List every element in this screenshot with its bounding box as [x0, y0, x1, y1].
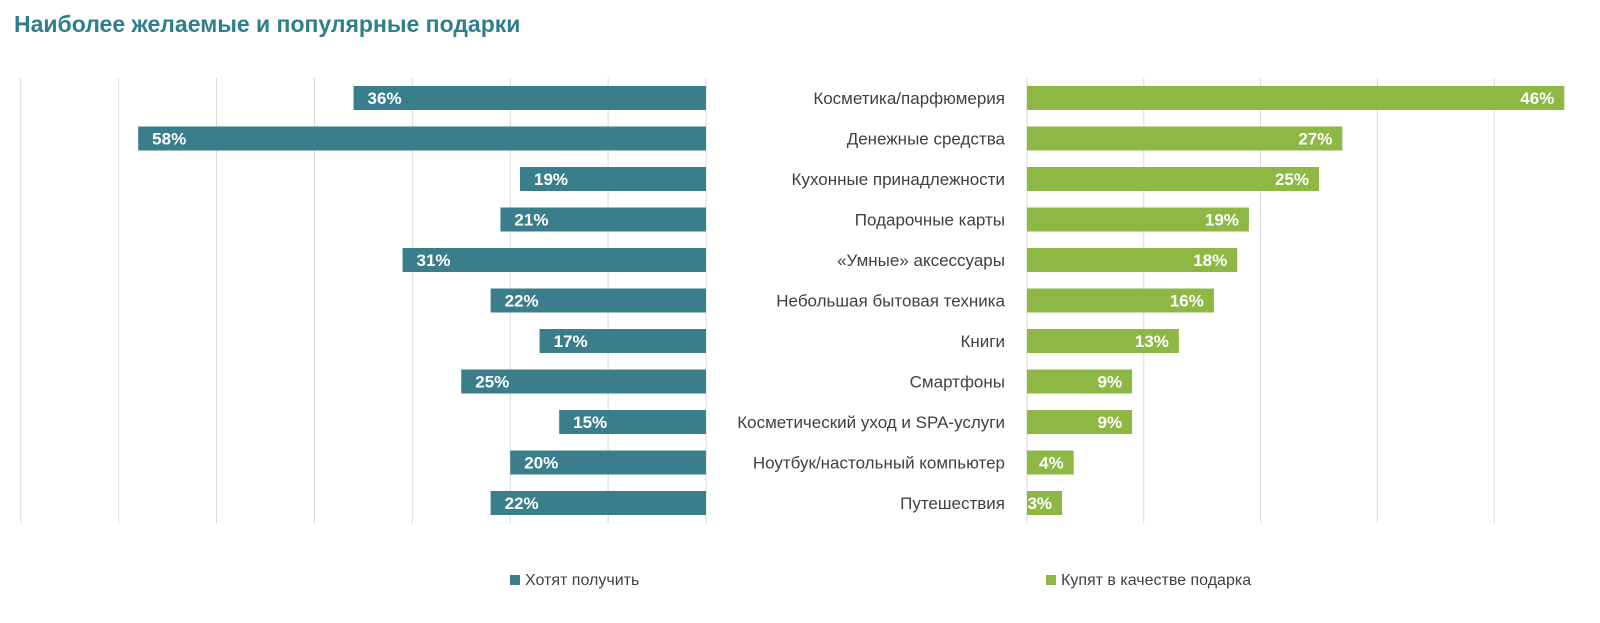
data-label-buy: 9% — [1098, 413, 1123, 432]
bar-want — [490, 491, 706, 515]
bar-buy — [1027, 369, 1133, 394]
category-label: Ноутбук/настольный компьютер — [753, 454, 1005, 473]
data-label-want: 21% — [514, 211, 548, 230]
bar-want — [353, 86, 706, 110]
data-label-buy: 18% — [1193, 251, 1227, 270]
bar-want — [402, 248, 706, 272]
category-label: Небольшая бытовая техника — [776, 292, 1005, 311]
data-label-want: 25% — [475, 373, 509, 392]
chart-title: Наиболее желаемые и популярные подарки — [14, 11, 520, 37]
data-label-want: 31% — [417, 251, 451, 270]
category-label: Путешествия — [900, 494, 1005, 513]
bars: 36% 46% 58% 27% 19% 25% 21% 19% 31% 18% 22% 16% 17% 1… — [138, 86, 1565, 515]
legend-label-buy: Купят в качестве подарка — [1061, 572, 1251, 589]
legend: Хотят получить Купят в качестве подарка — [510, 572, 1251, 589]
data-label-want: 22% — [505, 494, 539, 513]
category-label: Косметика/парфюмерия — [813, 89, 1005, 108]
data-label-want: 17% — [554, 332, 588, 351]
category-label: «Умные» аксессуары — [837, 251, 1005, 270]
category-label: Кухонные принадлежности — [792, 170, 1005, 189]
bar-want — [490, 288, 706, 313]
bar-want — [461, 369, 706, 394]
data-label-buy: 46% — [1520, 89, 1554, 108]
legend-label-want: Хотят получить — [525, 572, 639, 589]
data-label-want: 20% — [524, 454, 558, 473]
bar-want — [539, 329, 706, 353]
bar-buy — [1027, 86, 1565, 110]
data-label-buy: 9% — [1098, 373, 1123, 392]
bar-want — [510, 450, 706, 475]
bar-buy — [1027, 450, 1074, 475]
bar-want — [559, 410, 706, 434]
bar-buy — [1027, 410, 1133, 434]
data-label-want: 58% — [152, 130, 186, 149]
data-label-want: 15% — [573, 413, 607, 432]
data-label-want: 22% — [505, 292, 539, 311]
bar-want — [519, 167, 706, 191]
data-label-buy: 4% — [1039, 454, 1064, 473]
bar-buy — [1027, 126, 1343, 151]
category-label: Косметический уход и SPA-услуги — [737, 413, 1005, 432]
category-labels: Косметика/парфюмерия Денежные средства Кух… — [737, 89, 1005, 513]
data-label-want: 36% — [368, 89, 402, 108]
category-label: Подарочные карты — [855, 211, 1005, 230]
category-label: Смартфоны — [910, 373, 1005, 392]
data-label-buy: 16% — [1170, 292, 1204, 311]
bar-buy — [1027, 207, 1249, 232]
bar-buy — [1027, 329, 1179, 353]
data-label-want: 19% — [534, 170, 568, 189]
category-label: Книги — [961, 332, 1005, 351]
bar-buy — [1027, 288, 1214, 313]
legend-swatch-buy — [1046, 575, 1056, 585]
bar-buy — [1027, 248, 1238, 272]
bar-buy — [1027, 491, 1063, 515]
data-label-buy: 3% — [1027, 494, 1052, 513]
data-label-buy: 19% — [1205, 211, 1239, 230]
bar-want — [500, 207, 706, 232]
data-label-buy: 13% — [1135, 332, 1169, 351]
bar-buy — [1027, 167, 1319, 191]
data-label-buy: 25% — [1275, 170, 1309, 189]
category-label: Денежные средства — [847, 130, 1006, 149]
bar-want — [138, 126, 706, 151]
legend-swatch-want — [510, 575, 520, 585]
data-label-buy: 27% — [1298, 130, 1332, 149]
gridlines — [20, 78, 1495, 523]
